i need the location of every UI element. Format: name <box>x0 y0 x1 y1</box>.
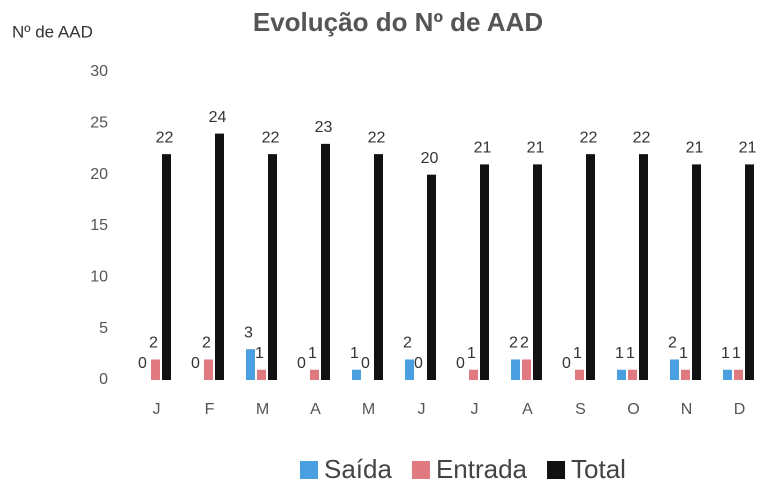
bar <box>681 369 690 380</box>
data-label: 1 <box>350 345 359 362</box>
legend-swatch <box>300 461 318 479</box>
data-label: 1 <box>679 345 688 362</box>
bar <box>723 369 732 380</box>
data-label: 1 <box>626 345 635 362</box>
y-tick-label: 30 <box>90 63 108 80</box>
y-tick-label: 20 <box>90 166 108 183</box>
data-label: 1 <box>721 345 730 362</box>
bar <box>670 359 679 380</box>
x-tick-label: S <box>575 401 586 418</box>
data-label: 0 <box>361 355 370 372</box>
bar <box>310 369 319 380</box>
data-label: 0 <box>297 355 306 372</box>
y-tick-label: 10 <box>90 269 108 286</box>
legend-label: Saída <box>324 454 392 484</box>
bar <box>352 369 361 380</box>
x-tick-label: A <box>522 401 533 418</box>
legend-label: Total <box>571 454 626 484</box>
bar <box>257 369 266 380</box>
bar <box>246 349 255 380</box>
data-label: 22 <box>368 129 386 146</box>
bar <box>162 154 171 380</box>
legend-swatch <box>547 461 566 479</box>
x-tick-label: O <box>627 401 639 418</box>
bar <box>575 369 584 380</box>
data-label: 0 <box>456 355 465 372</box>
data-label: 2 <box>149 335 158 352</box>
bar <box>427 174 436 380</box>
data-label: 23 <box>315 119 333 136</box>
bar <box>268 154 277 380</box>
data-label: 21 <box>474 140 492 157</box>
data-label: 1 <box>467 345 476 362</box>
bar <box>586 154 595 380</box>
x-tick-label: M <box>362 401 375 418</box>
x-tick-label: J <box>153 401 161 418</box>
x-tick-label: A <box>310 401 321 418</box>
bar <box>480 164 489 380</box>
bar <box>151 359 160 380</box>
data-label: 22 <box>633 129 651 146</box>
x-tick-label: J <box>471 401 479 418</box>
bar <box>469 369 478 380</box>
data-label: 1 <box>308 345 317 362</box>
data-label: 1 <box>573 345 582 362</box>
data-label: 20 <box>421 150 439 167</box>
data-label: 1 <box>615 345 624 362</box>
bar <box>405 359 414 380</box>
data-label: 22 <box>156 129 174 146</box>
data-label: 21 <box>686 140 704 157</box>
data-label: 0 <box>138 355 147 372</box>
y-tick-label: 5 <box>99 320 108 337</box>
bar <box>628 369 637 380</box>
y-tick-label: 25 <box>90 115 108 132</box>
bar <box>639 154 648 380</box>
data-label: 0 <box>562 355 571 372</box>
bar <box>617 369 626 380</box>
y-tick-label: 15 <box>90 217 108 234</box>
x-tick-label: D <box>734 401 746 418</box>
y-tick-label: 0 <box>99 371 108 388</box>
bar <box>374 154 383 380</box>
data-label: 22 <box>580 129 598 146</box>
bar <box>522 359 531 380</box>
chart-title: Evolução do Nº de AAD <box>253 7 543 37</box>
bar <box>745 164 754 380</box>
data-label: 1 <box>732 345 741 362</box>
bar <box>511 359 520 380</box>
data-label: 2 <box>509 335 518 352</box>
bar <box>215 133 224 380</box>
x-tick-label: J <box>418 401 426 418</box>
data-label: 1 <box>255 345 264 362</box>
data-label: 0 <box>191 355 200 372</box>
data-label: 3 <box>244 324 253 341</box>
bar <box>204 359 213 380</box>
data-label: 22 <box>262 129 280 146</box>
legend-swatch <box>411 461 430 479</box>
data-label: 2 <box>403 335 412 352</box>
data-label: 24 <box>209 109 227 126</box>
data-label: 0 <box>414 355 423 372</box>
data-label: 21 <box>527 140 545 157</box>
x-tick-label: N <box>681 401 693 418</box>
bar <box>533 164 542 380</box>
legend-label: Entrada <box>436 454 528 484</box>
data-label: 2 <box>202 335 211 352</box>
bar <box>692 164 701 380</box>
y-axis-label: Nº de AAD <box>12 22 93 41</box>
x-tick-label: M <box>256 401 269 418</box>
x-tick-label: F <box>205 401 215 418</box>
bar <box>321 143 330 380</box>
data-label: 21 <box>739 140 757 157</box>
data-label: 2 <box>668 335 677 352</box>
bar <box>734 369 743 380</box>
data-label: 2 <box>520 335 529 352</box>
